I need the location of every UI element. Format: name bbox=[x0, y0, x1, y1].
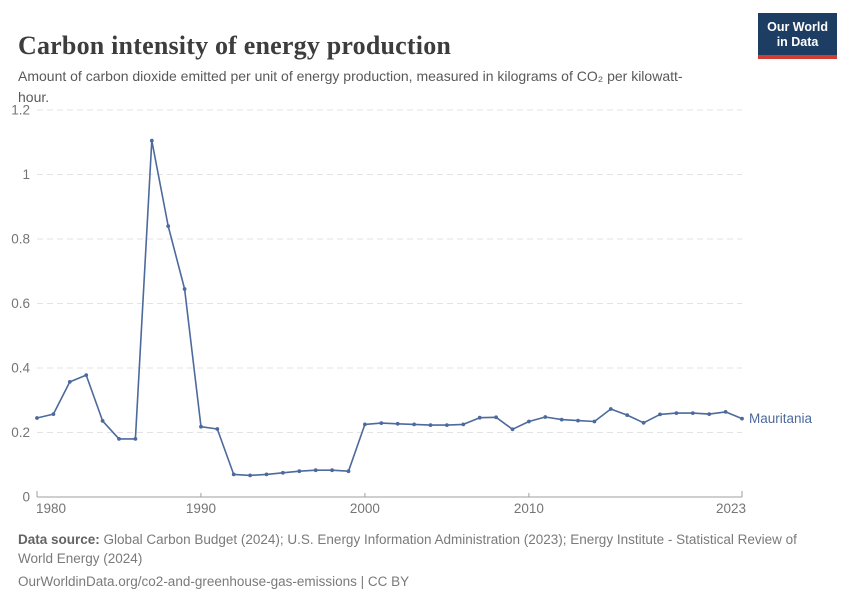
y-tick-label: 0.8 bbox=[11, 232, 30, 247]
x-tick-label: 1980 bbox=[36, 501, 66, 516]
data-point bbox=[690, 411, 695, 415]
data-source-text: Global Carbon Budget (2024); U.S. Energy… bbox=[18, 532, 797, 566]
data-point bbox=[346, 469, 351, 474]
chart-footer: Data source: Global Carbon Budget (2024)… bbox=[18, 531, 818, 592]
data-point bbox=[199, 424, 203, 429]
owid-logo: Our World in Data bbox=[758, 13, 837, 59]
data-point bbox=[297, 469, 302, 474]
data-point bbox=[494, 415, 498, 420]
data-point bbox=[576, 418, 580, 423]
data-point bbox=[330, 468, 334, 473]
x-tick-label: 2023 bbox=[716, 501, 746, 516]
data-point bbox=[248, 473, 253, 478]
series-line bbox=[36, 139, 743, 477]
data-point bbox=[117, 437, 121, 441]
owid-logo-line1: Our World bbox=[767, 20, 828, 34]
data-point bbox=[445, 423, 449, 427]
data-source-line: Data source: Global Carbon Budget (2024)… bbox=[18, 531, 818, 568]
data-point bbox=[559, 417, 564, 422]
y-tick-label: 0 bbox=[22, 490, 30, 505]
data-point bbox=[166, 224, 171, 229]
data-point bbox=[379, 421, 384, 425]
data-point bbox=[527, 419, 531, 424]
data-point bbox=[592, 419, 597, 424]
data-point bbox=[477, 415, 482, 420]
data-point bbox=[133, 437, 138, 441]
data-point bbox=[51, 412, 56, 416]
data-point bbox=[231, 472, 236, 477]
y-tick-label: 0.4 bbox=[11, 361, 30, 376]
chart-title: Carbon intensity of energy production bbox=[18, 31, 452, 61]
data-point bbox=[740, 416, 744, 421]
y-tick-label: 1 bbox=[22, 167, 30, 182]
data-point bbox=[461, 422, 466, 427]
data-point bbox=[35, 416, 39, 420]
owid-logo-line2: in Data bbox=[776, 35, 819, 49]
data-point bbox=[264, 472, 269, 477]
data-point bbox=[707, 412, 712, 416]
x-tick-label: 2000 bbox=[350, 501, 380, 516]
data-point bbox=[428, 423, 433, 427]
data-point bbox=[543, 415, 548, 419]
data-point bbox=[363, 422, 367, 427]
data-point bbox=[412, 422, 416, 427]
y-tick-label: 0.6 bbox=[11, 296, 30, 311]
data-point bbox=[395, 421, 400, 426]
y-tick-label: 0.2 bbox=[11, 425, 30, 440]
data-point bbox=[149, 138, 154, 143]
data-point bbox=[674, 411, 679, 415]
data-point bbox=[625, 413, 630, 417]
data-point bbox=[658, 412, 662, 417]
data-point bbox=[510, 427, 515, 432]
data-point bbox=[723, 410, 728, 414]
license-line: OurWorldinData.org/co2-and-greenhouse-ga… bbox=[18, 574, 410, 589]
data-point bbox=[313, 468, 318, 473]
x-tick-label: 1990 bbox=[186, 501, 216, 516]
data-point bbox=[215, 427, 220, 431]
chart-subtitle: Amount of carbon dioxide emitted per uni… bbox=[18, 68, 683, 105]
data-point bbox=[67, 380, 72, 384]
series-label: Mauritania bbox=[749, 411, 813, 426]
data-point bbox=[641, 420, 646, 425]
x-tick-label: 2010 bbox=[514, 501, 544, 516]
y-tick-label: 1.2 bbox=[11, 103, 30, 118]
data-point bbox=[182, 287, 187, 291]
data-point bbox=[100, 419, 105, 423]
data-point bbox=[608, 407, 613, 411]
data-source-label: Data source: bbox=[18, 532, 100, 547]
data-point bbox=[281, 470, 285, 475]
data-point bbox=[84, 373, 89, 377]
